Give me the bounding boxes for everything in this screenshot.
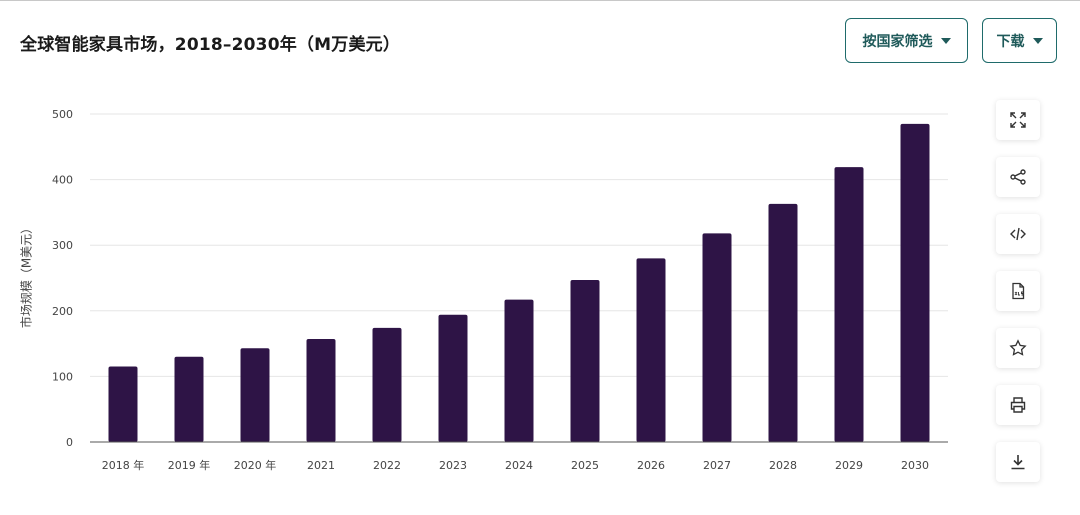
x-tick-label: 2022 [373, 459, 401, 472]
bar [702, 233, 732, 442]
chart-toolbar [996, 100, 1040, 499]
x-tick-label: 2027 [703, 459, 731, 472]
x-tick-label: 2030 [901, 459, 929, 472]
caret-down-icon [1032, 37, 1043, 44]
bar [174, 356, 204, 442]
y-tick-label: 100 [52, 370, 73, 383]
bar [504, 299, 534, 442]
favorite-button[interactable] [996, 328, 1040, 368]
x-tick-label: 2026 [637, 459, 665, 472]
x-tick-label: 2024 [505, 459, 533, 472]
bar [834, 167, 864, 443]
export-xls-button[interactable] [996, 271, 1040, 311]
share-icon [1010, 169, 1026, 185]
bar-chart: 0 100 200 300 400 500 2018 年 2019 年 2020 年 2021 20… [52, 108, 948, 472]
y-tick-label: 300 [52, 239, 73, 252]
top-divider [0, 0, 1080, 1]
share-button[interactable] [996, 157, 1040, 197]
bar [372, 327, 402, 442]
download-icon [1011, 455, 1025, 470]
bar [108, 366, 138, 442]
download-button-label: 下载 [996, 33, 1025, 50]
embed-code-icon [1010, 227, 1026, 241]
x-tick-label: 2025 [571, 459, 599, 472]
download-image-button[interactable] [996, 442, 1040, 482]
print-icon [1010, 397, 1026, 413]
caret-down-icon [940, 37, 951, 44]
x-tick-label: 2029 [835, 459, 863, 472]
bar [636, 258, 666, 442]
bar [306, 339, 336, 442]
x-tick-label: 2021 [307, 459, 335, 472]
star-icon [1009, 339, 1027, 356]
xls-file-icon [1012, 282, 1025, 300]
x-tick-label: 2028 [769, 459, 797, 472]
bar [570, 279, 600, 442]
download-menu-button[interactable]: 下载 [982, 18, 1057, 63]
bar [438, 314, 468, 442]
filter-button-label: 按国家筛选 [862, 33, 933, 50]
filter-by-country-button[interactable]: 按国家筛选 [845, 18, 968, 63]
y-tick-label: 0 [66, 436, 73, 449]
expand-button[interactable] [996, 100, 1040, 140]
chart-title: 全球智能家具市场，2018–2030年（M万美元） [20, 35, 401, 55]
y-tick-label: 400 [52, 174, 73, 187]
x-tick-label: 2020 年 [234, 458, 277, 472]
print-button[interactable] [996, 385, 1040, 425]
expand-icon [1010, 112, 1026, 128]
x-tick-label: 2018 年 [102, 458, 145, 472]
x-tick-label: 2019 年 [168, 458, 211, 472]
y-tick-label: 500 [52, 108, 73, 121]
bar [900, 123, 930, 442]
y-tick-label: 200 [52, 305, 73, 318]
bar [768, 203, 798, 442]
bar [240, 348, 270, 442]
embed-button[interactable] [996, 214, 1040, 254]
x-tick-label: 2023 [439, 459, 467, 472]
